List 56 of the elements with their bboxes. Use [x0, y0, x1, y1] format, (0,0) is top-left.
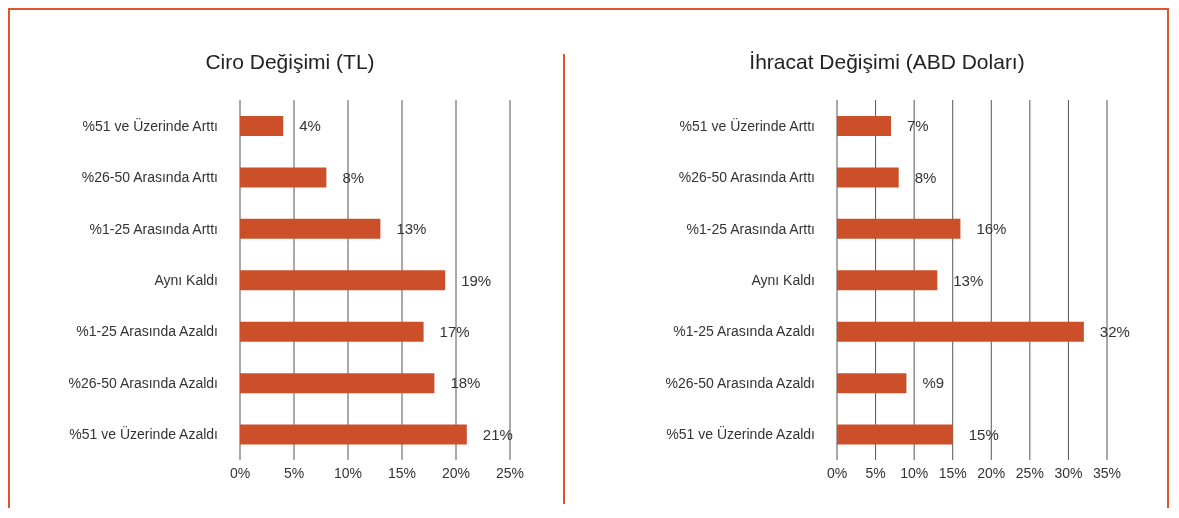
x-tick-label: 10%	[333, 464, 363, 481]
x-tick-label: 30%	[1054, 464, 1083, 481]
y-tick-label: %51 ve Üzerinde Arttı	[82, 116, 218, 134]
bar	[240, 116, 284, 136]
data-label: 4%	[299, 117, 321, 135]
y-tick-label: %51 ve Üzerinde Azaldı	[666, 425, 815, 443]
bar	[837, 270, 938, 291]
data-label: 8%	[914, 168, 937, 186]
x-tick-label: 5%	[865, 464, 886, 481]
bar	[837, 116, 891, 136]
x-tick-label: 15%	[387, 464, 417, 481]
bar	[240, 321, 424, 342]
data-label: 21%	[482, 425, 513, 443]
bar	[837, 218, 961, 239]
y-tick-label: %51 ve Üzerinde Arttı	[679, 116, 815, 134]
y-tick-label: %1-25 Arasında Azaldı	[673, 323, 815, 340]
y-tick-label: %26-50 Arasında Arttı	[81, 169, 218, 186]
x-tick-label: 0%	[229, 464, 251, 481]
data-label: 13%	[396, 220, 427, 238]
chart-title: İhracat Değişimi (ABD Doları)	[749, 50, 1025, 74]
x-tick-label: 35%	[1092, 464, 1122, 481]
bar	[240, 270, 446, 291]
y-tick-label: Aynı Kaldı	[154, 271, 218, 288]
data-label: 32%	[1099, 323, 1130, 341]
y-tick-label: %26-50 Arasında Azaldı	[68, 374, 218, 391]
x-tick-label: 20%	[441, 464, 471, 481]
data-label: 8%	[342, 168, 365, 186]
bar	[837, 424, 953, 445]
data-label: 7%	[907, 117, 929, 135]
x-tick-label: 25%	[495, 464, 525, 481]
data-label: 18%	[450, 374, 481, 392]
data-label: 19%	[461, 271, 492, 289]
x-tick-label: 15%	[938, 464, 967, 481]
chart-title: Ciro Değişimi (TL)	[205, 50, 375, 74]
y-tick-label: %1-25 Arasında Arttı	[686, 220, 815, 237]
data-label: 13%	[953, 271, 984, 289]
bar	[240, 218, 381, 239]
y-tick-label: %1-25 Arasında Arttı	[89, 220, 218, 237]
x-tick-label: 20%	[977, 464, 1006, 481]
data-label: %9	[922, 374, 945, 392]
x-tick-label: 5%	[283, 464, 305, 481]
x-tick-label: 0%	[826, 464, 848, 481]
y-tick-label: %26-50 Arasında Arttı	[678, 169, 815, 186]
y-tick-label: %1-25 Arasında Azaldı	[76, 323, 218, 340]
bar	[837, 167, 899, 188]
data-label: 17%	[439, 323, 470, 341]
y-tick-label: %51 ve Üzerinde Azaldı	[69, 425, 218, 443]
bar	[837, 373, 907, 394]
x-tick-label: 25%	[1015, 464, 1044, 481]
x-tick-label: 10%	[900, 464, 929, 481]
bar	[240, 373, 435, 394]
bar	[240, 167, 327, 188]
y-tick-label: %26-50 Arasında Azaldı	[665, 374, 815, 391]
y-tick-label: Aynı Kaldı	[751, 271, 815, 288]
bar	[837, 321, 1084, 342]
bar	[240, 424, 467, 445]
